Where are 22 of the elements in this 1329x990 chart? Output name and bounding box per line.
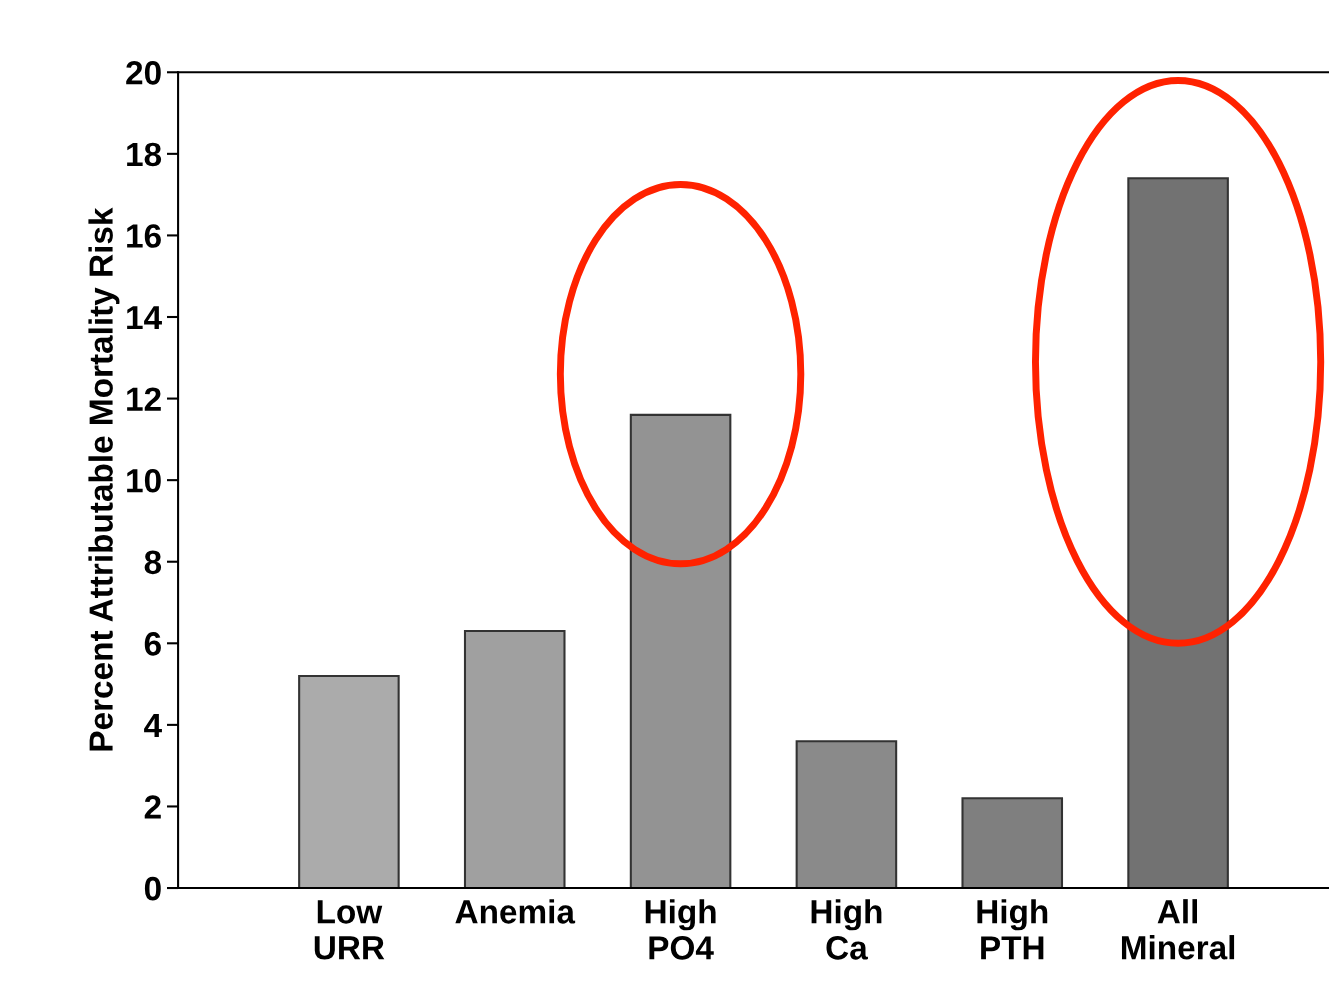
bar [298, 674, 400, 889]
y-tick-label: 20 [126, 61, 161, 85]
y-tick-label: 18 [127, 142, 162, 167]
x-tick-label: All Mineral [1121, 899, 1235, 960]
y-tick-label: 6 [144, 632, 161, 656]
bar [463, 630, 566, 889]
bar [961, 797, 1064, 889]
bar [795, 740, 898, 889]
x-tick-label: High PO4 [645, 899, 716, 960]
y-tick-label: 8 [144, 550, 162, 575]
x-tick-label: Anemia [455, 899, 576, 924]
x-tick-label: High Ca [811, 899, 882, 960]
y-tick-label: 16 [127, 224, 161, 248]
y-tick-label: 0 [144, 876, 161, 901]
y-tick-label: 10 [127, 468, 161, 493]
y-tick-label: 14 [127, 306, 162, 330]
y-axis-title: Percent Attributable Mortality Risk [88, 207, 120, 751]
y-tick-label: 4 [144, 714, 162, 737]
x-tick-label: Low URR [314, 900, 385, 960]
y-tick-label: 12 [127, 387, 161, 411]
y-tick-label: 2 [144, 795, 161, 819]
x-tick-label: High PTH [977, 899, 1048, 960]
